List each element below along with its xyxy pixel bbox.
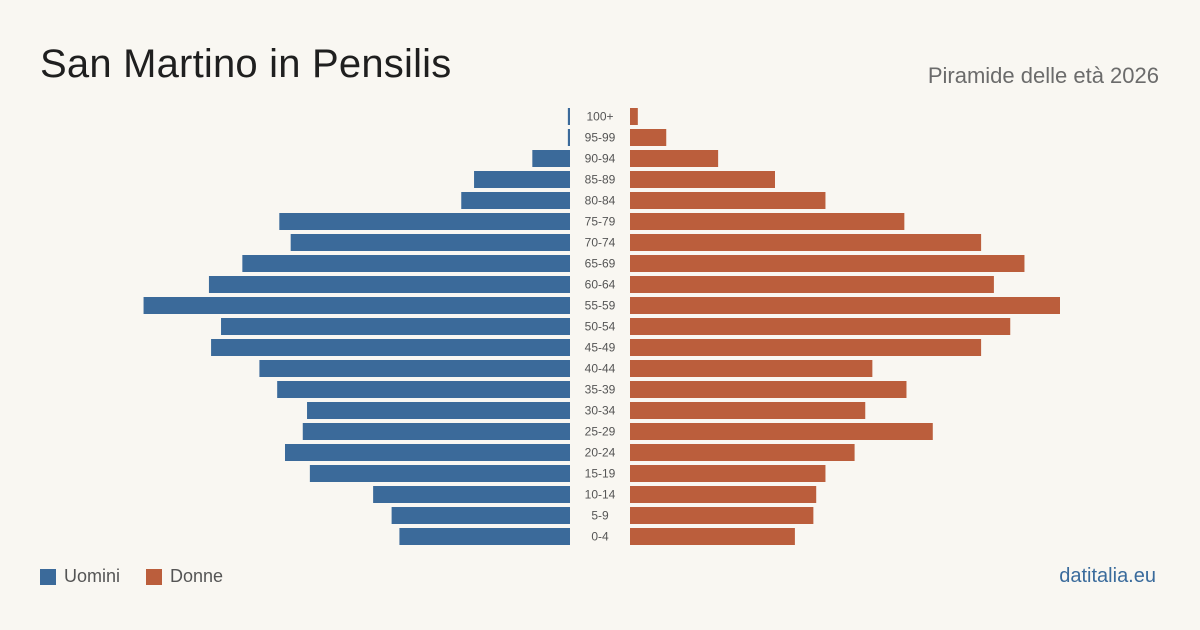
bar-women-40-44 (630, 360, 873, 377)
chart-subtitle: Piramide delle età 2026 (927, 63, 1159, 88)
bar-men-35-39 (277, 381, 570, 398)
bar-women-70-74 (630, 234, 982, 251)
bar-men-5-9 (391, 507, 570, 524)
age-label-100+: 100+ (586, 110, 613, 124)
legend-label-women: Donne (170, 566, 224, 586)
age-label-35-39: 35-39 (585, 383, 616, 397)
age-label-45-49: 45-49 (585, 341, 616, 355)
age-label-5-9: 5-9 (591, 509, 609, 523)
bar-men-25-29 (302, 423, 570, 440)
bar-women-65-69 (630, 255, 1025, 272)
bar-women-50-54 (630, 318, 1011, 335)
bar-men-65-69 (242, 255, 570, 272)
bar-men-40-44 (259, 360, 570, 377)
bar-men-60-64 (208, 276, 571, 293)
bar-men-80-84 (461, 192, 570, 209)
bar-men-0-4 (399, 528, 570, 545)
legend-item-women: Donne (146, 566, 223, 587)
source-link[interactable]: datitalia.eu (1059, 565, 1156, 587)
age-label-95-99: 95-99 (585, 131, 616, 145)
bar-women-0-4 (630, 528, 795, 545)
bar-women-55-59 (630, 297, 1060, 314)
bar-women-95-99 (630, 129, 667, 146)
bar-men-90-94 (532, 150, 570, 167)
age-label-50-54: 50-54 (585, 320, 616, 334)
age-label-10-14: 10-14 (585, 488, 616, 502)
bar-men-100+ (567, 108, 570, 125)
bar-women-20-24 (630, 444, 855, 461)
chart-title: San Martino in Pensilis (40, 42, 452, 86)
bar-men-15-19 (309, 465, 570, 482)
bar-women-25-29 (630, 423, 933, 440)
bar-women-30-34 (630, 402, 866, 419)
age-label-60-64: 60-64 (585, 278, 616, 292)
bar-women-10-14 (630, 486, 817, 503)
age-label-80-84: 80-84 (585, 194, 616, 208)
bar-women-15-19 (630, 465, 826, 482)
age-label-40-44: 40-44 (585, 362, 616, 376)
age-label-0-4: 0-4 (591, 530, 609, 544)
bar-men-55-59 (143, 297, 571, 314)
legend-item-men: Uomini (40, 566, 120, 587)
bar-women-75-79 (630, 213, 905, 230)
bar-women-60-64 (630, 276, 994, 293)
bar-men-95-99 (567, 129, 570, 146)
bar-men-45-49 (211, 339, 570, 356)
age-label-55-59: 55-59 (585, 299, 616, 313)
bar-men-85-89 (474, 171, 570, 188)
bar-women-5-9 (630, 507, 814, 524)
bar-women-100+ (630, 108, 638, 125)
age-label-30-34: 30-34 (585, 404, 616, 418)
bar-men-50-54 (221, 318, 571, 335)
legend-label-men: Uomini (64, 566, 121, 586)
bar-men-70-74 (290, 234, 570, 251)
age-label-85-89: 85-89 (585, 173, 616, 187)
age-label-75-79: 75-79 (585, 215, 616, 229)
bar-women-90-94 (630, 150, 719, 167)
bar-men-20-24 (284, 444, 570, 461)
bar-women-45-49 (630, 339, 982, 356)
age-label-65-69: 65-69 (585, 257, 616, 271)
age-label-15-19: 15-19 (585, 467, 616, 481)
age-label-70-74: 70-74 (585, 236, 616, 250)
age-label-25-29: 25-29 (585, 425, 616, 439)
bar-men-10-14 (373, 486, 570, 503)
age-label-20-24: 20-24 (585, 446, 616, 460)
legend-swatch-men (40, 568, 56, 585)
age-label-90-94: 90-94 (585, 152, 616, 166)
bar-women-80-84 (630, 192, 826, 209)
bar-men-30-34 (307, 402, 570, 419)
legend: Uomini Donne (40, 566, 249, 587)
legend-swatch-women (146, 568, 163, 585)
bar-men-75-79 (279, 213, 570, 230)
bar-women-85-89 (630, 171, 775, 188)
bar-women-35-39 (630, 381, 907, 398)
